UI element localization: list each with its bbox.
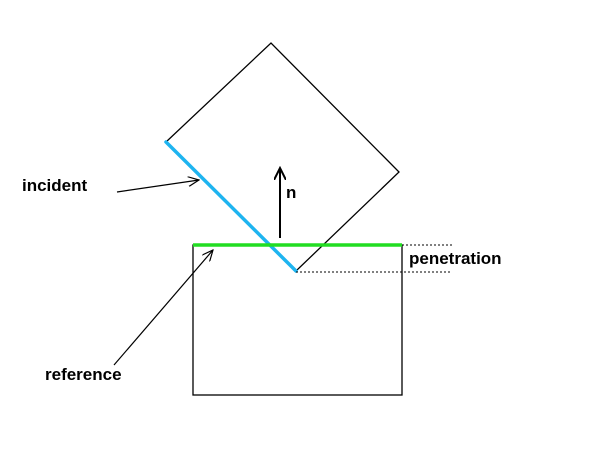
normal-label: n [286,183,296,202]
reference-label: reference [45,365,122,384]
reference-pointer-arrow [113,250,213,366]
reference-box [192,244,403,396]
incident-label: incident [22,176,88,195]
incident-pointer-arrow [116,180,199,193]
penetration-label: penetration [409,249,502,268]
incident-box [165,42,400,272]
incident-edge [164,140,298,273]
